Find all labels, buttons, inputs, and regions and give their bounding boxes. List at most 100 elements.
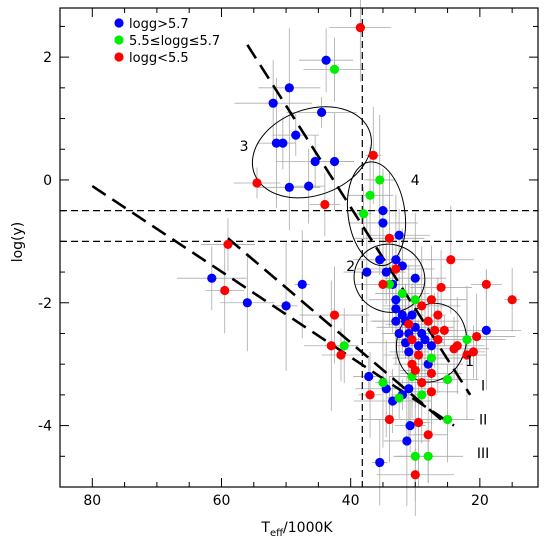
x-tick-label: 80 [83, 493, 101, 509]
legend-marker [114, 52, 124, 62]
data-point [439, 325, 449, 336]
data-point [223, 239, 233, 250]
data-point [407, 335, 417, 345]
data-point [426, 341, 437, 351]
data-point [507, 295, 517, 305]
data-point [364, 371, 374, 382]
data-point [433, 310, 443, 320]
data-point [436, 282, 446, 293]
data-point [375, 175, 385, 185]
data-point [207, 273, 217, 283]
data-point [329, 156, 340, 167]
data-point [378, 279, 388, 289]
data-point [394, 393, 404, 403]
region-label: 2 [346, 259, 355, 275]
data-point [420, 335, 430, 345]
region-label: III [477, 446, 489, 462]
data-point [284, 182, 294, 192]
data-point [394, 230, 404, 240]
data-point [278, 138, 288, 148]
data-point [433, 335, 443, 345]
data-point [384, 233, 395, 243]
data-point [442, 414, 453, 425]
data-point [452, 341, 462, 351]
data-point [394, 328, 404, 339]
data-point [310, 156, 320, 167]
data-point [381, 267, 391, 277]
data-point [426, 353, 437, 363]
group-ellipse [346, 161, 407, 267]
x-tick-label: 40 [342, 493, 360, 509]
y-tick-label: -4 [38, 419, 52, 435]
data-point [442, 374, 453, 385]
data-point [378, 378, 388, 388]
data-point [391, 255, 401, 265]
data-point [426, 295, 437, 305]
data-point [426, 368, 437, 378]
legend-label: logg<5.5 [129, 51, 189, 66]
data-point [410, 295, 420, 305]
data-point [413, 350, 424, 360]
data-point [391, 304, 401, 314]
region-label: 1 [465, 354, 474, 370]
y-tick-label: -2 [38, 296, 52, 312]
data-points [207, 23, 517, 480]
data-point [384, 279, 395, 289]
region-label: 4 [411, 173, 420, 189]
data-point [404, 319, 414, 329]
data-point [291, 130, 301, 140]
data-point [297, 279, 307, 289]
guide-lines [60, 8, 538, 487]
data-point [402, 436, 412, 446]
data-point [220, 285, 230, 296]
x-tick-label: 60 [213, 493, 231, 509]
data-point [391, 295, 401, 305]
sequence-dashed-line [246, 44, 472, 396]
data-point [375, 255, 385, 265]
data-point [423, 430, 433, 440]
legend-label: 5.5≤logg≤5.7 [129, 34, 220, 49]
data-point [423, 451, 433, 461]
data-point [413, 341, 424, 351]
legend-marker [114, 35, 124, 45]
data-point [404, 347, 414, 357]
data-point [355, 23, 365, 33]
data-point [423, 316, 433, 326]
data-point [410, 451, 420, 461]
error-bars [176, 0, 522, 516]
data-point [404, 384, 414, 394]
data-point [242, 298, 252, 308]
data-point [268, 98, 278, 108]
data-point [326, 341, 336, 351]
data-point [462, 335, 472, 345]
data-point [375, 457, 385, 468]
legend-marker [114, 18, 124, 28]
group-ellipse [251, 106, 372, 199]
legend: logg>5.7 5.5≤logg≤5.7 logg<5.5 [114, 17, 220, 66]
data-point [320, 199, 330, 210]
region-label: 3 [240, 139, 249, 155]
data-point [430, 325, 440, 336]
data-point [417, 378, 427, 388]
data-point [405, 420, 415, 431]
data-point [426, 387, 437, 397]
region-label: I [481, 379, 485, 395]
data-point [317, 107, 327, 117]
data-point [281, 301, 291, 311]
data-point [397, 288, 407, 299]
data-point [481, 325, 491, 336]
plot-frame [59, 7, 539, 488]
data-point [271, 138, 281, 148]
data-point [365, 390, 375, 400]
data-point [368, 150, 378, 160]
data-point [365, 190, 375, 200]
data-point [413, 417, 424, 428]
y-tick-label: 2 [43, 50, 52, 66]
data-point [358, 209, 369, 219]
data-point [417, 301, 427, 311]
region-label: II [479, 412, 487, 428]
data-point [339, 341, 349, 351]
